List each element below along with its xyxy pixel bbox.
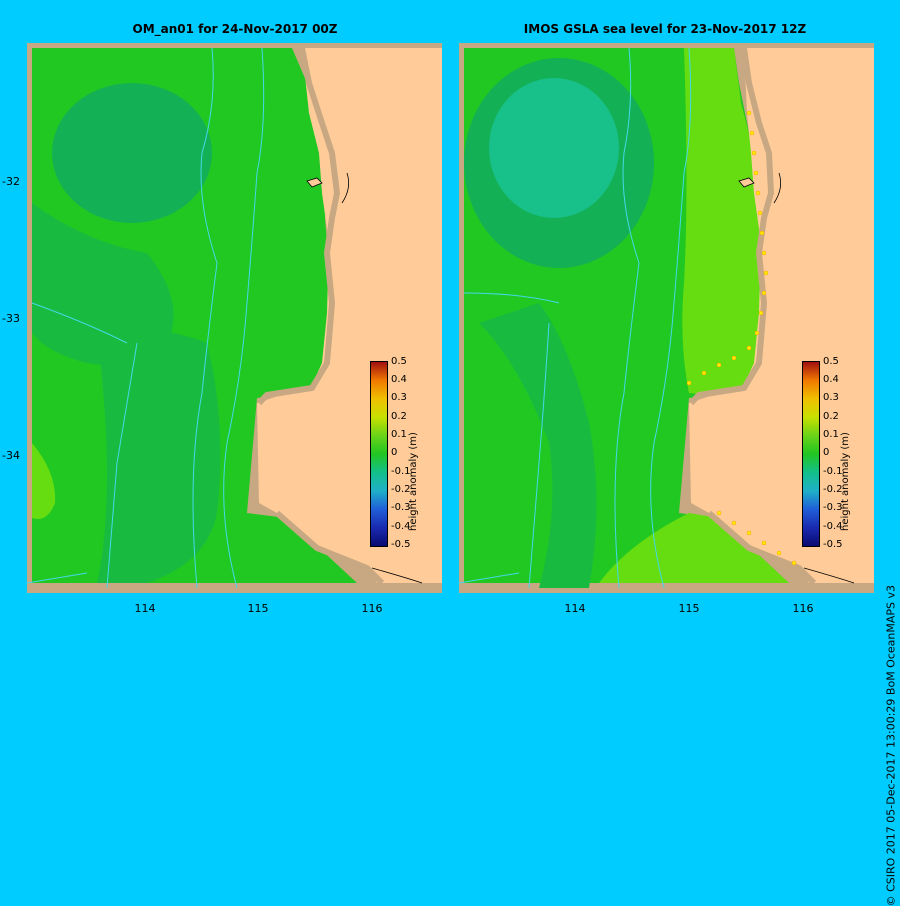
colorbar-gradient [370,361,388,547]
right-map-panel [459,43,874,593]
colorbar-tick: 0.4 [391,374,407,385]
x-tick-label: 114 [134,602,156,615]
x-tick-label: 116 [792,602,814,615]
x-tick-label: 115 [247,602,269,615]
colorbar-tick: -0.4 [391,521,411,532]
left-map-panel [27,43,442,593]
x-tick-label: 114 [564,602,586,615]
colorbar-tick: 0 [391,447,398,458]
colorbar-tick: -0.2 [823,484,843,495]
colorbar-tick: -0.5 [823,539,843,550]
left-panel-title: OM_an01 for 24-Nov-2017 00Z [132,22,338,36]
colorbar-tick: 0 [823,447,830,458]
colorbar-tick: -0.2 [391,484,411,495]
colorbar-tick: 0.3 [391,392,407,403]
colorbar-tick: 0.1 [823,429,839,440]
y-tick-label: -33 [2,312,20,325]
x-tick-label: 115 [678,602,700,615]
colorbar-tick: -0.3 [823,502,843,513]
colorbar-tick: 0.2 [823,411,839,422]
right-panel-title: IMOS GSLA sea level for 23-Nov-2017 12Z [523,22,807,36]
credit-text: © CSIRO 2017 05-Dec-2017 13:00:29 BoM Oc… [884,585,897,906]
colorbar-tick: -0.1 [391,466,411,477]
x-tick-label: 116 [361,602,383,615]
y-tick-label: -32 [2,175,20,188]
colorbar-tick: 0.5 [823,356,839,367]
colorbar-tick: 0.4 [823,374,839,385]
colorbar-label: height anomaly (m) [840,432,851,531]
colorbar-tick: 0.1 [391,429,407,440]
left-colorbar: 0.5 0.4 0.3 0.2 0.1 0 -0.1 -0.2 -0.3 -0.… [370,357,430,561]
colorbar-label: height anomaly (m) [408,432,419,531]
colorbar-tick: -0.3 [391,502,411,513]
colorbar-tick: -0.5 [391,539,411,550]
colorbar-tick: 0.2 [391,411,407,422]
y-tick-label: -34 [2,449,20,462]
colorbar-tick: -0.4 [823,521,843,532]
right-colorbar: 0.5 0.4 0.3 0.2 0.1 0 -0.1 -0.2 -0.3 -0.… [802,357,862,561]
colorbar-tick: -0.1 [823,466,843,477]
colorbar-gradient [802,361,820,547]
colorbar-tick: 0.3 [823,392,839,403]
colorbar-tick: 0.5 [391,356,407,367]
